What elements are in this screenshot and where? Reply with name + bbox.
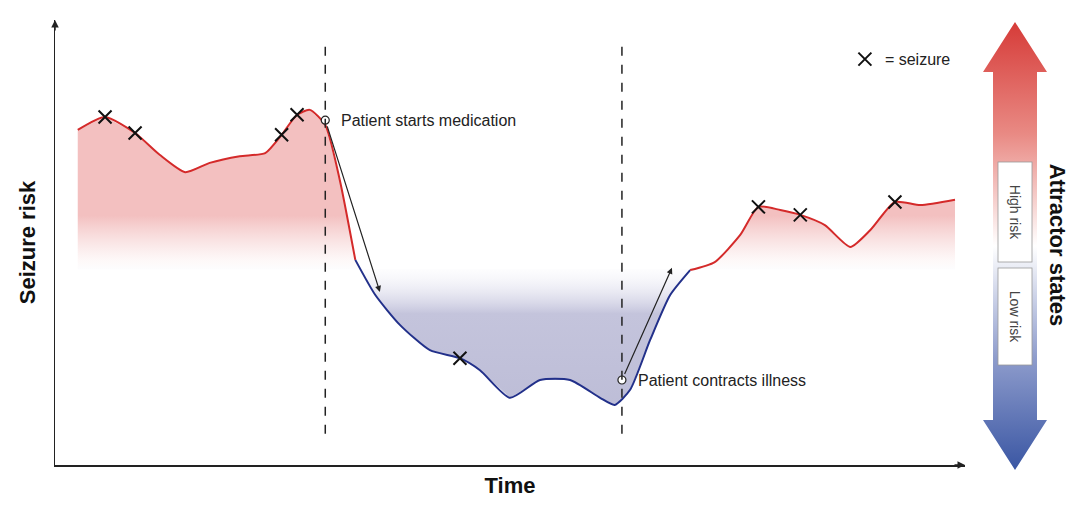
svg-text:High risk: High risk: [1007, 185, 1023, 240]
svg-text:Patient contracts illness: Patient contracts illness: [638, 372, 806, 389]
svg-text:= seizure: = seizure: [885, 51, 950, 68]
svg-text:Patient starts medication: Patient starts medication: [341, 112, 516, 129]
svg-text:Seizure risk: Seizure risk: [15, 180, 40, 304]
svg-text:Time: Time: [485, 473, 536, 498]
svg-text:Attractor states: Attractor states: [1045, 164, 1070, 327]
svg-text:Low risk: Low risk: [1007, 291, 1023, 343]
